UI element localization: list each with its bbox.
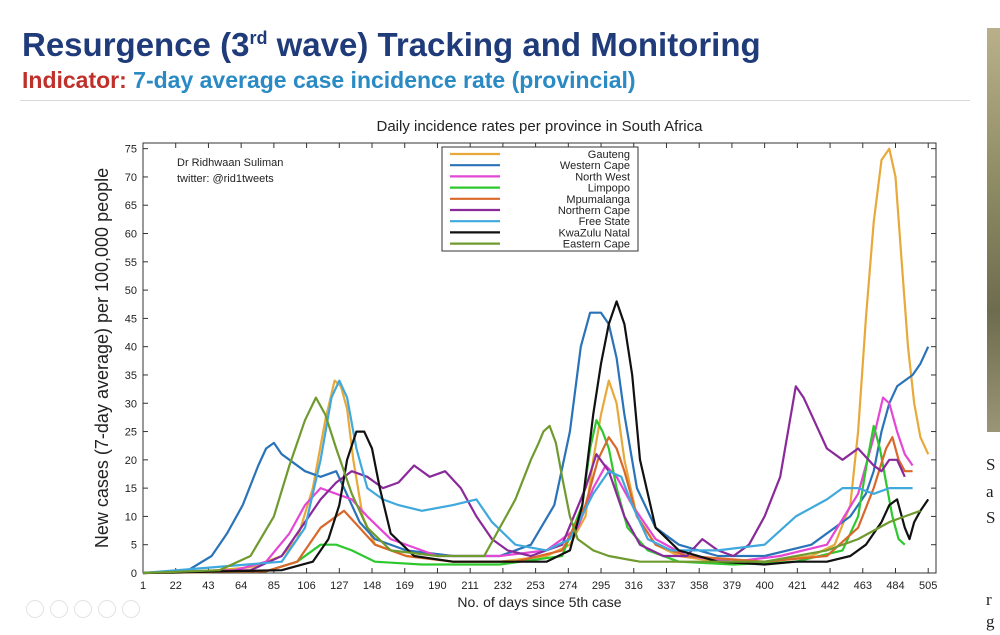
x-tick-label: 442 <box>821 580 839 592</box>
x-tick-label: 421 <box>788 580 806 592</box>
x-tick-label: 127 <box>330 580 348 592</box>
series-line <box>142 396 921 575</box>
y-tick-label: 15 <box>125 483 137 495</box>
y-tick-label: 70 <box>125 172 137 184</box>
x-tick-label: 505 <box>919 580 937 592</box>
series-line <box>142 385 906 575</box>
x-tick-label: 400 <box>755 580 773 592</box>
x-tick-label: 253 <box>526 580 544 592</box>
legend-label: Eastern Cape <box>563 239 630 251</box>
indicator-text: 7-day average case incidence rate (provi… <box>126 67 636 93</box>
x-tick-label: 43 <box>202 580 214 592</box>
x-tick-label: 190 <box>428 580 446 592</box>
series-line <box>142 311 930 575</box>
x-tick-label: 22 <box>170 580 182 592</box>
x-tick-label: 169 <box>396 580 414 592</box>
x-tick-label: 64 <box>235 580 247 592</box>
series-line <box>142 436 913 575</box>
chart-title: Daily incidence rates per province in So… <box>376 118 703 135</box>
chart-annotation: Dr Ridhwaan Suliman <box>177 157 283 169</box>
side-photo <box>987 28 1000 432</box>
y-tick-label: 75 <box>125 144 137 156</box>
x-tick-label: 106 <box>297 580 315 592</box>
y-tick-label: 50 <box>125 285 137 297</box>
x-tick-label: 379 <box>723 580 741 592</box>
more-icon[interactable] <box>122 600 140 618</box>
x-tick-label: 232 <box>494 580 512 592</box>
player-toolbar <box>26 600 140 622</box>
legend-label: Free State <box>579 216 630 228</box>
legend-label: Northern Cape <box>558 205 630 217</box>
plot-frame <box>142 142 937 574</box>
x-tick-label: 274 <box>559 580 577 592</box>
series-line <box>142 379 913 575</box>
legend-label: Western Cape <box>560 160 630 172</box>
y-tick-label: 55 <box>125 257 137 269</box>
y-tick-label: 65 <box>125 200 137 212</box>
y-tick-label: 5 <box>131 540 137 552</box>
search-icon[interactable] <box>98 600 116 618</box>
side-text-line: g <box>986 612 995 631</box>
slide-title: Resurgence (3rd wave) Tracking and Monit… <box>22 26 761 63</box>
indicator-line: Indicator: 7-day average case incidence … <box>22 67 636 94</box>
y-tick-label: 40 <box>125 342 137 354</box>
x-tick-label: 463 <box>854 580 872 592</box>
pen-icon[interactable] <box>50 600 68 618</box>
series-line <box>142 300 930 575</box>
y-tick-label: 35 <box>125 370 137 382</box>
side-text-line: a <box>986 482 994 501</box>
legend-label: North West <box>575 171 630 183</box>
legend-label: Limpopo <box>588 183 630 195</box>
y-tick-label: 30 <box>125 398 137 410</box>
series-line <box>142 147 930 575</box>
y-tick-label: 10 <box>125 511 137 523</box>
side-text-line: S <box>986 508 996 527</box>
x-tick-label: 148 <box>363 580 381 592</box>
title-divider <box>20 100 970 101</box>
y-tick-label: 45 <box>125 313 137 325</box>
y-tick-label: 0 <box>131 568 137 580</box>
indicator-label: Indicator: <box>22 67 127 93</box>
x-tick-label: 295 <box>592 580 610 592</box>
y-tick-label: 25 <box>125 427 137 439</box>
y-tick-label: 20 <box>125 455 137 467</box>
x-tick-label: 85 <box>268 580 280 592</box>
side-text-line: r <box>986 590 992 609</box>
series-line <box>142 419 906 575</box>
legend-label: Mpumalanga <box>566 194 630 206</box>
x-tick-label: 316 <box>625 580 643 592</box>
side-text-line: S <box>986 455 996 474</box>
x-tick-label: 358 <box>690 580 708 592</box>
x-tick-label: 211 <box>461 580 479 592</box>
x-tick-label: 337 <box>657 580 675 592</box>
legend-label: Gauteng <box>588 149 630 161</box>
legend-label: KwaZulu Natal <box>558 227 630 239</box>
x-tick-label: 484 <box>886 580 904 592</box>
y-axis-label: New cases (7-day average) per 100,000 pe… <box>92 168 112 548</box>
grid-icon[interactable] <box>74 600 92 618</box>
x-tick-label: 1 <box>140 580 146 592</box>
chart-annotation: twitter: @rid1tweets <box>177 173 274 185</box>
y-tick-label: 60 <box>125 229 137 241</box>
play-icon[interactable] <box>26 600 44 618</box>
x-axis-label: No. of days since 5th case <box>457 594 621 610</box>
